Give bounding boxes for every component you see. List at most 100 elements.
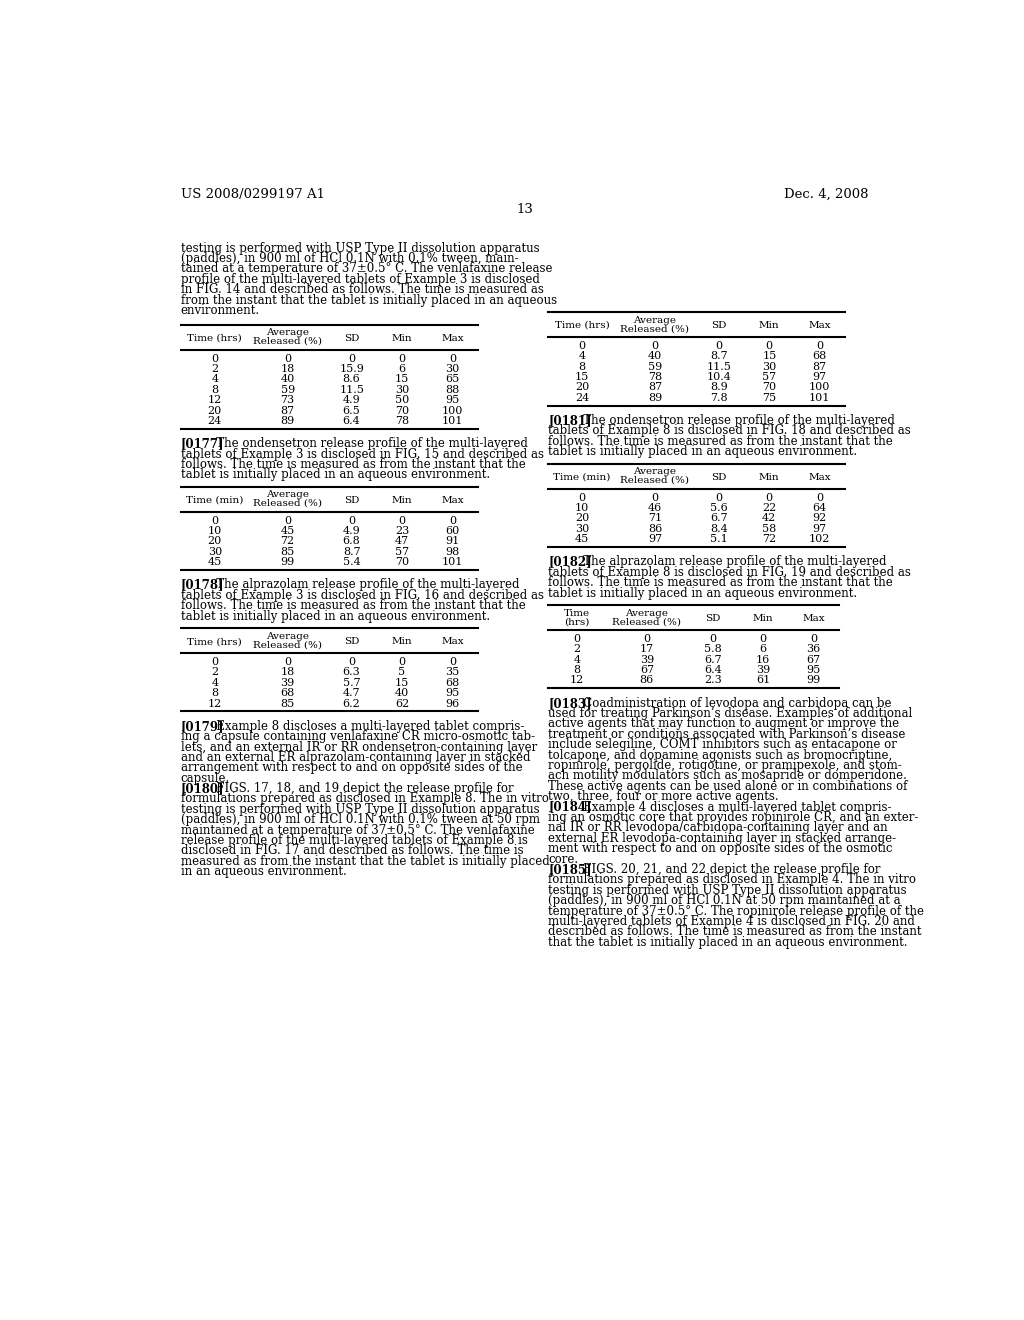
Text: 99: 99 <box>281 557 295 568</box>
Text: temperature of 37±0.5° C. The ropinirole release profile of the: temperature of 37±0.5° C. The ropinirole… <box>548 904 924 917</box>
Text: 92: 92 <box>813 513 826 523</box>
Text: Time (hrs): Time (hrs) <box>187 638 242 645</box>
Text: include selegiline, COMT inhibitors such as entacapone or: include selegiline, COMT inhibitors such… <box>548 738 897 751</box>
Text: 99: 99 <box>806 676 820 685</box>
Text: 40: 40 <box>281 375 295 384</box>
Text: 8: 8 <box>573 665 581 675</box>
Text: 72: 72 <box>281 536 295 546</box>
Text: 12: 12 <box>570 676 585 685</box>
Text: 78: 78 <box>648 372 663 381</box>
Text: 70: 70 <box>395 405 409 416</box>
Text: 45: 45 <box>281 527 295 536</box>
Text: Min: Min <box>753 614 773 623</box>
Text: 60: 60 <box>445 527 460 536</box>
Text: 87: 87 <box>281 405 295 416</box>
Text: 8: 8 <box>211 688 218 698</box>
Text: tained at a temperature of 37±0.5° C. The venlafaxine release: tained at a temperature of 37±0.5° C. Th… <box>180 263 552 276</box>
Text: 95: 95 <box>806 665 820 675</box>
Text: Example 8 discloses a multi-layered tablet compris-: Example 8 discloses a multi-layered tabl… <box>205 719 524 733</box>
Text: 57: 57 <box>395 546 409 557</box>
Text: 8.7: 8.7 <box>343 546 360 557</box>
Text: 0: 0 <box>449 354 456 363</box>
Text: (paddles), in 900 ml of HCl 0.1N at 50 rpm maintained at a: (paddles), in 900 ml of HCl 0.1N at 50 r… <box>548 894 901 907</box>
Text: Max: Max <box>441 334 464 343</box>
Text: 0: 0 <box>651 341 658 351</box>
Text: 101: 101 <box>441 416 463 426</box>
Text: 0: 0 <box>284 354 291 363</box>
Text: 40: 40 <box>648 351 663 362</box>
Text: 0: 0 <box>449 657 456 667</box>
Text: SD: SD <box>712 473 727 482</box>
Text: 36: 36 <box>806 644 820 655</box>
Text: 40: 40 <box>395 688 409 698</box>
Text: 86: 86 <box>648 524 663 533</box>
Text: 18: 18 <box>281 364 295 374</box>
Text: 68: 68 <box>445 677 460 688</box>
Text: tolcapone, and dopamine agonists such as bromocriptine,: tolcapone, and dopamine agonists such as… <box>548 748 892 762</box>
Text: [0178]: [0178] <box>180 578 224 591</box>
Text: 4.9: 4.9 <box>343 527 360 536</box>
Text: 6.2: 6.2 <box>343 698 360 709</box>
Text: 67: 67 <box>640 665 654 675</box>
Text: 85: 85 <box>281 698 295 709</box>
Text: 8.4: 8.4 <box>710 524 728 533</box>
Text: 0: 0 <box>348 354 355 363</box>
Text: 4.9: 4.9 <box>343 395 360 405</box>
Text: SD: SD <box>712 321 727 330</box>
Text: testing is performed with USP Type II dissolution apparatus: testing is performed with USP Type II di… <box>548 884 906 896</box>
Text: 0: 0 <box>579 341 586 351</box>
Text: 6: 6 <box>760 644 767 655</box>
Text: FIGS. 17, 18, and 19 depict the release profile for: FIGS. 17, 18, and 19 depict the release … <box>205 781 513 795</box>
Text: 0: 0 <box>398 657 406 667</box>
Text: 0: 0 <box>211 354 218 363</box>
Text: 96: 96 <box>445 698 460 709</box>
Text: 39: 39 <box>756 665 770 675</box>
Text: 2: 2 <box>211 364 218 374</box>
Text: 20: 20 <box>575 513 589 523</box>
Text: The ondensetron release profile of the multi-layered: The ondensetron release profile of the m… <box>205 437 527 450</box>
Text: 50: 50 <box>395 395 409 405</box>
Text: Average: Average <box>266 329 309 338</box>
Text: 86: 86 <box>640 676 654 685</box>
Text: 0: 0 <box>348 657 355 667</box>
Text: 100: 100 <box>441 405 463 416</box>
Text: Time (hrs): Time (hrs) <box>187 334 242 343</box>
Text: 0: 0 <box>816 341 823 351</box>
Text: 20: 20 <box>575 383 589 392</box>
Text: 2: 2 <box>573 644 581 655</box>
Text: tablets of Example 8 is disclosed in FIG. 19 and described as: tablets of Example 8 is disclosed in FIG… <box>548 566 911 578</box>
Text: two, three, four or more active agents.: two, three, four or more active agents. <box>548 791 778 803</box>
Text: Max: Max <box>441 496 464 504</box>
Text: 61: 61 <box>756 676 770 685</box>
Text: lets, and an external IR or RR ondensetron-containing layer: lets, and an external IR or RR ondensetr… <box>180 741 537 754</box>
Text: tablets of Example 8 is disclosed in FIG. 18 and described as: tablets of Example 8 is disclosed in FIG… <box>548 425 910 437</box>
Text: 6.4: 6.4 <box>343 416 360 426</box>
Text: 95: 95 <box>445 688 460 698</box>
Text: These active agents can be used alone or in combinations of: These active agents can be used alone or… <box>548 780 907 793</box>
Text: profile of the multi-layered tablets of Example 3 is disclosed: profile of the multi-layered tablets of … <box>180 273 540 285</box>
Text: used for treating Parkinson’s disease. Examples of additional: used for treating Parkinson’s disease. E… <box>548 708 912 719</box>
Text: 8: 8 <box>579 362 586 372</box>
Text: 11.5: 11.5 <box>339 385 364 395</box>
Text: [0183]: [0183] <box>548 697 592 710</box>
Text: 17: 17 <box>640 644 654 655</box>
Text: 0: 0 <box>710 634 717 644</box>
Text: 0: 0 <box>449 516 456 525</box>
Text: 62: 62 <box>395 698 409 709</box>
Text: [0177]: [0177] <box>180 437 224 450</box>
Text: [0182]: [0182] <box>548 556 592 569</box>
Text: 0: 0 <box>810 634 817 644</box>
Text: 4: 4 <box>211 677 218 688</box>
Text: 30: 30 <box>575 524 589 533</box>
Text: from the instant that the tablet is initially placed in an aqueous: from the instant that the tablet is init… <box>180 293 557 306</box>
Text: Average: Average <box>626 609 669 618</box>
Text: 16: 16 <box>756 655 770 665</box>
Text: 70: 70 <box>395 557 409 568</box>
Text: 15: 15 <box>762 351 776 362</box>
Text: 97: 97 <box>813 524 826 533</box>
Text: Average: Average <box>266 491 309 499</box>
Text: 4.7: 4.7 <box>343 688 360 698</box>
Text: 78: 78 <box>395 416 409 426</box>
Text: Min: Min <box>759 473 779 482</box>
Text: 30: 30 <box>208 546 222 557</box>
